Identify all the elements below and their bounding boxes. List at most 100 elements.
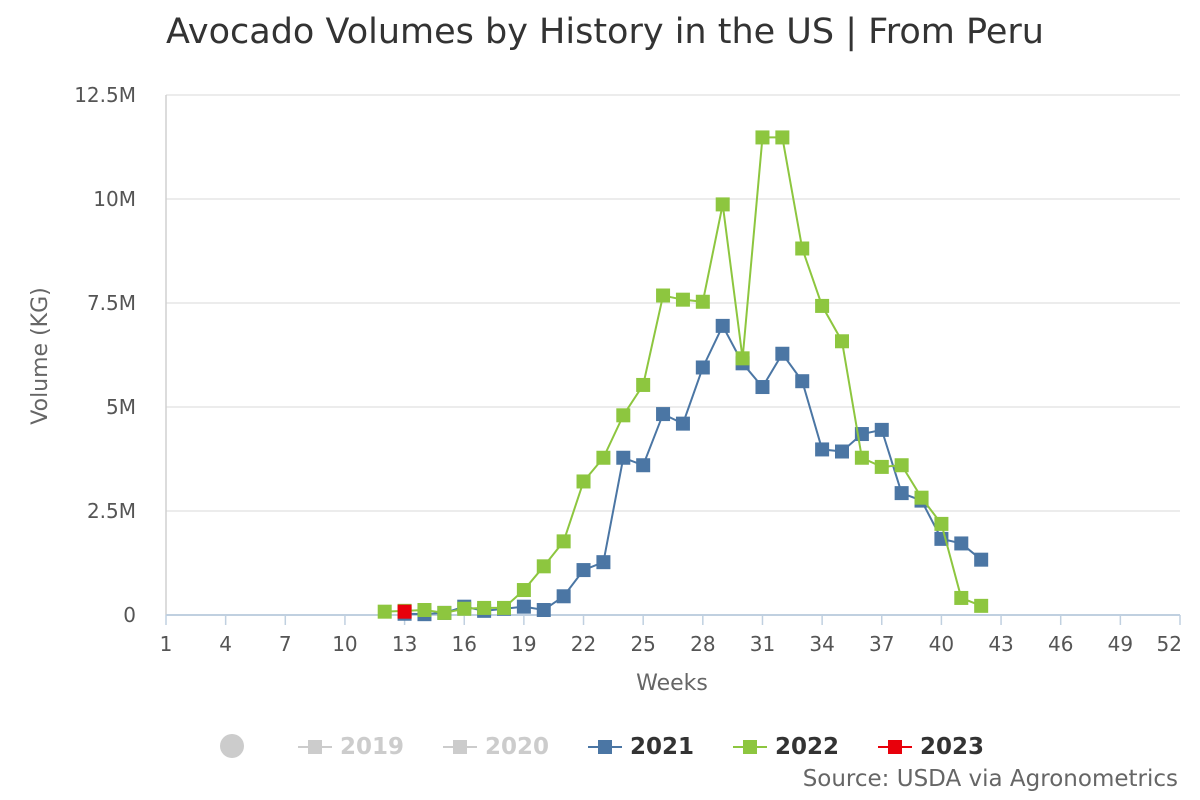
legend-label-2020: 2020 [485,734,550,760]
x-tick-label: 1 [160,632,173,656]
legend-toggle-all-dot[interactable] [220,734,244,758]
legend: 2019 2020 2021 2022 2023 [0,730,1200,764]
legend-item-2019[interactable]: 2019 [298,730,404,764]
y-tick-label: 7.5M [87,291,136,315]
point-2021-week-35 [835,444,849,459]
y-tick-label: 5M [106,395,136,419]
point-2022-week-31 [755,130,770,145]
point-2021-week-32 [775,346,790,361]
point-2022-week-38 [894,458,909,473]
point-2022-week-24 [616,408,631,423]
point-2021-week-41 [954,536,969,551]
x-tick-label: 4 [219,632,232,656]
point-2022-week-32 [775,130,790,145]
point-2021-week-22 [576,563,591,578]
series-line-2022 [384,136,982,614]
series-layer [377,130,989,622]
point-2022-week-15 [437,605,452,620]
point-2021-week-37 [874,422,889,437]
point-2022-week-25 [636,377,651,392]
point-2022-week-34 [815,298,830,313]
point-2022-week-26 [656,288,671,303]
point-2022-week-12 [377,604,392,619]
point-2022-week-23 [596,450,611,465]
x-tick-label: 22 [571,632,596,656]
point-2022-week-39 [914,490,929,505]
x-tick-label: 19 [511,632,536,656]
legend-item-2022[interactable]: 2022 [733,730,839,764]
source-credit: Source: USDA via Agronometrics [802,766,1178,792]
legend-label-2019: 2019 [340,734,405,760]
x-tick-label: 7 [279,632,292,656]
y-tick-label: 10M [93,187,136,211]
legend-label-2022: 2022 [775,734,840,760]
x-tick-label: 10 [332,632,357,656]
point-2022-week-14 [417,603,432,618]
point-2021-week-31 [755,380,770,395]
point-2021-week-19 [516,599,531,614]
axes [165,95,1181,625]
legend-label-2021: 2021 [630,734,695,760]
point-2022-week-22 [576,474,591,489]
point-2021-week-24 [616,450,631,465]
x-tick-label: 16 [452,632,477,656]
x-tick-label: 13 [392,632,417,656]
legend-marker-2021 [598,740,612,754]
x-tick-label: 31 [750,632,775,656]
point-2022-week-16 [457,601,472,616]
point-2022-week-42 [974,598,989,613]
point-2022-week-20 [536,559,551,574]
point-2021-week-21 [556,589,571,604]
x-tick-label: 25 [630,632,655,656]
point-2022-week-21 [556,534,571,549]
line-chart: 0 2.5M 5M 7.5M 10M 12.5M 1 4 7 10 13 16 19 22 25 28 31 34… [28,83,1182,696]
series-2022 [377,130,989,620]
legend-marker-2020 [453,740,467,754]
legend-marker-2023 [888,740,902,754]
point-2023-week-13 [397,604,412,619]
point-2021-week-20 [536,603,551,618]
point-2022-week-29 [715,197,730,212]
point-2021-week-29 [715,318,730,333]
x-tick-label: 43 [988,632,1013,656]
point-2022-week-40 [934,516,949,531]
x-tick-label: 37 [869,632,894,656]
y-axis-title: Volume (KG) [28,287,53,424]
point-2022-week-37 [874,459,889,474]
legend-item-2021[interactable]: 2021 [588,730,694,764]
point-2021-week-25 [636,458,651,473]
point-2021-week-34 [815,442,830,457]
point-2022-week-17 [477,600,492,615]
tick-labels: 0 2.5M 5M 7.5M 10M 12.5M 1 4 7 10 13 16 19 22 25 28 31 34… [74,83,1182,656]
point-2022-week-36 [854,450,869,465]
point-2022-week-30 [735,351,750,366]
legend-marker-2019 [308,740,322,754]
point-2021-week-26 [656,407,671,422]
point-2022-week-19 [516,583,531,598]
point-2021-week-42 [974,552,989,567]
point-2021-week-38 [894,486,909,501]
point-2022-week-18 [497,600,511,615]
y-tick-label: 2.5M [87,499,136,523]
gridlines [166,94,1180,512]
x-tick-label: 52 [1157,632,1182,656]
point-2022-week-41 [954,590,969,605]
y-tick-label: 0 [123,603,136,627]
point-2022-week-28 [695,294,710,309]
legend-item-2020[interactable]: 2020 [443,730,549,764]
x-tick-label: 40 [929,632,954,656]
point-2021-week-28 [695,360,710,375]
x-tick-label: 28 [690,632,715,656]
chart-title: Avocado Volumes by History in the US | F… [166,12,1044,52]
series-2023 [397,604,412,619]
legend-marker-2022 [743,740,757,754]
point-2021-week-33 [795,374,810,389]
point-2022-week-35 [835,334,849,349]
legend-item-2023[interactable]: 2023 [878,730,984,764]
point-2022-week-33 [795,241,810,256]
x-tick-label: 46 [1048,632,1073,656]
legend-label-2023: 2023 [920,734,985,760]
y-tick-label: 12.5M [74,83,136,107]
point-2022-week-27 [675,292,690,307]
point-2021-week-23 [596,555,611,570]
